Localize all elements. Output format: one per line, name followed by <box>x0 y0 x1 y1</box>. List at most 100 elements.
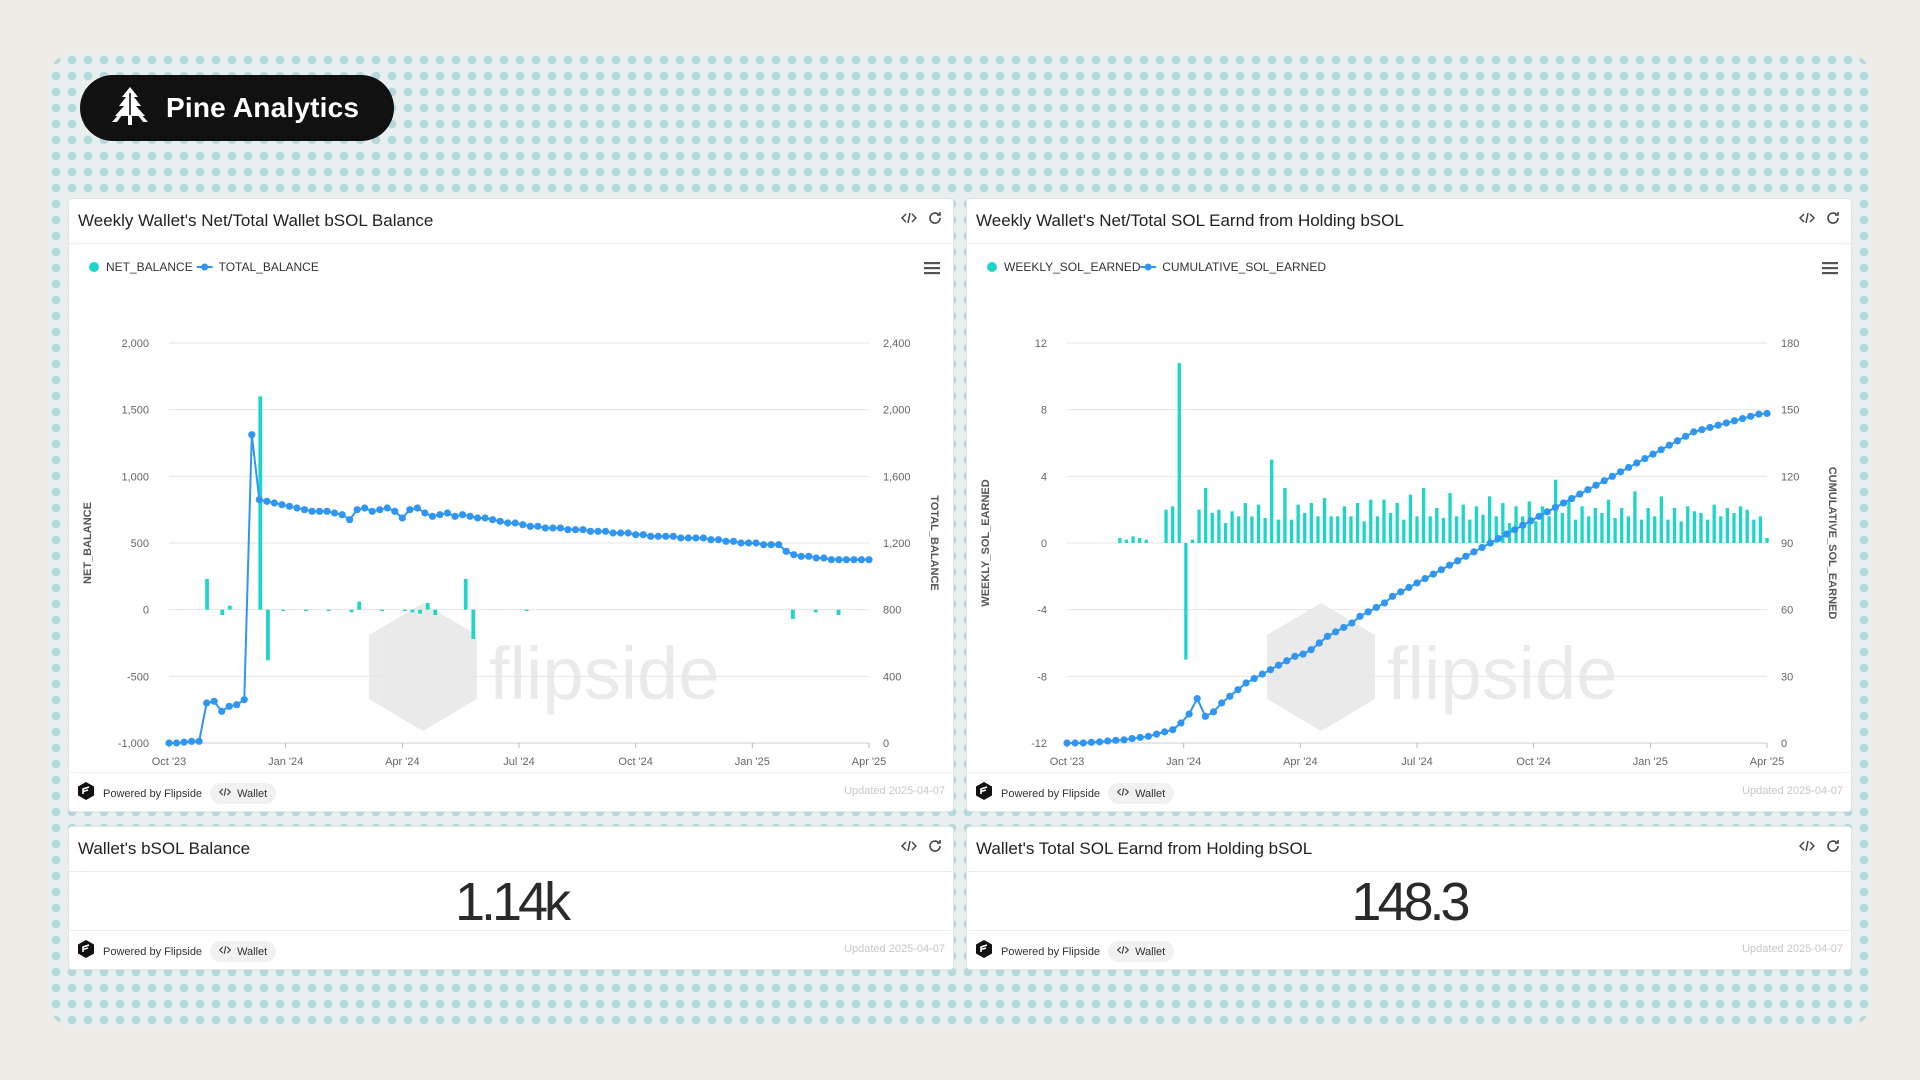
wallet-tag[interactable]: Wallet <box>1108 941 1175 962</box>
card-footer: Powered by Flipside Wallet Updated 2025-… <box>69 930 953 969</box>
card-header: Weekly Wallet's Net/Total SOL Earnd from… <box>967 199 1851 244</box>
menu-icon[interactable] <box>1822 262 1838 275</box>
line-point <box>707 536 715 544</box>
code-icon[interactable] <box>1799 210 1815 226</box>
flipside-logo-icon <box>975 782 993 805</box>
line-point <box>1193 694 1201 703</box>
x-tick-label: Apr '24 <box>385 756 420 768</box>
bar <box>1540 506 1545 543</box>
card-actions <box>1799 838 1841 854</box>
refresh-icon[interactable] <box>1825 210 1841 226</box>
powered-by-text[interactable]: Powered by Flipside <box>103 787 203 800</box>
line-point <box>210 697 218 705</box>
code-icon[interactable] <box>1799 838 1815 854</box>
wallet-tag[interactable]: Wallet <box>210 783 277 804</box>
line-point <box>466 512 474 520</box>
line-point <box>775 541 783 549</box>
line-point <box>632 531 640 539</box>
powered-by-text[interactable]: Powered by Flipside <box>103 945 203 958</box>
line-point <box>1478 543 1486 552</box>
bar <box>1738 506 1743 543</box>
card-title: Weekly Wallet's Net/Total SOL Earnd from… <box>976 211 1404 230</box>
bar <box>1243 503 1247 543</box>
powered-by-text[interactable]: Powered by Flipside <box>1001 945 1101 958</box>
refresh-icon[interactable] <box>927 838 943 854</box>
y-right-tick-label: 800 <box>883 605 901 617</box>
bar <box>281 609 286 611</box>
code-icon[interactable] <box>901 210 917 226</box>
flipside-watermark: flipside <box>1267 603 1617 731</box>
line-point <box>601 527 610 535</box>
bar <box>1329 516 1333 543</box>
line-point <box>368 507 376 515</box>
line-point <box>1755 410 1763 418</box>
bar <box>1435 508 1439 543</box>
bar <box>349 609 354 613</box>
x-tick-label: Jul '24 <box>503 756 534 768</box>
line-point <box>827 556 835 564</box>
line-point <box>1152 730 1161 738</box>
bar <box>1719 516 1723 543</box>
bar <box>220 609 225 615</box>
bar <box>1322 498 1327 543</box>
line-point <box>1413 579 1421 587</box>
bar <box>1620 508 1624 543</box>
brand-badge[interactable]: Pine Analytics <box>80 75 394 141</box>
line-point <box>1568 494 1576 503</box>
bar <box>1587 516 1591 543</box>
line-point <box>504 519 512 527</box>
wallet-tag[interactable]: Wallet <box>1108 783 1175 804</box>
y-left-tick-label: 1,500 <box>121 405 149 417</box>
line-point <box>699 534 708 542</box>
code-icon <box>1116 786 1130 801</box>
y-left-axis-title: WEEKLY_SOL_EARNED <box>980 479 992 606</box>
y-left-tick-label: -4 <box>1037 605 1047 617</box>
bar <box>1672 508 1677 543</box>
refresh-icon[interactable] <box>927 210 943 226</box>
line-point <box>451 512 459 520</box>
powered-by-text[interactable]: Powered by Flipside <box>1001 787 1101 800</box>
bar <box>1487 496 1492 543</box>
bar <box>1124 539 1129 543</box>
line-point <box>609 529 617 537</box>
line-point <box>1616 468 1625 476</box>
y-right-tick-label: 1,200 <box>883 538 911 550</box>
refresh-icon[interactable] <box>1825 838 1841 854</box>
line-point <box>1657 446 1665 454</box>
bar <box>326 609 331 611</box>
bar <box>1289 519 1294 543</box>
flipside-logo-icon <box>975 940 993 963</box>
bar <box>1250 516 1254 543</box>
code-icon[interactable] <box>901 838 917 854</box>
y-right-tick-label: 1,600 <box>883 471 911 483</box>
y-right-tick-label: 0 <box>1781 738 1787 750</box>
series-line <box>169 434 869 744</box>
bar <box>1454 516 1459 543</box>
wallet-tag[interactable]: Wallet <box>210 941 277 962</box>
line-point <box>1380 599 1389 607</box>
line-point <box>1682 432 1690 440</box>
line-point <box>1698 426 1706 434</box>
bar <box>1184 543 1188 660</box>
line-point <box>172 739 181 747</box>
bar <box>1303 513 1307 543</box>
bar <box>1421 488 1426 543</box>
bar <box>1712 504 1716 543</box>
line-point <box>1079 739 1087 747</box>
bar <box>1560 513 1564 543</box>
line-point <box>1112 736 1120 744</box>
line-point <box>1315 639 1323 647</box>
bar <box>1223 523 1228 543</box>
bar <box>1705 519 1710 543</box>
line-point <box>1519 521 1527 529</box>
line-point <box>511 519 519 527</box>
line-point <box>338 511 346 519</box>
menu-icon-bar <box>924 262 940 265</box>
line-point <box>1600 477 1608 485</box>
card-title: Wallet's Total SOL Earnd from Holding bS… <box>976 839 1313 858</box>
flipside-watermark-logo-icon <box>1267 603 1375 731</box>
line-point <box>300 506 309 514</box>
bar <box>1494 516 1498 543</box>
menu-icon[interactable] <box>924 262 940 275</box>
line-point <box>647 532 655 540</box>
